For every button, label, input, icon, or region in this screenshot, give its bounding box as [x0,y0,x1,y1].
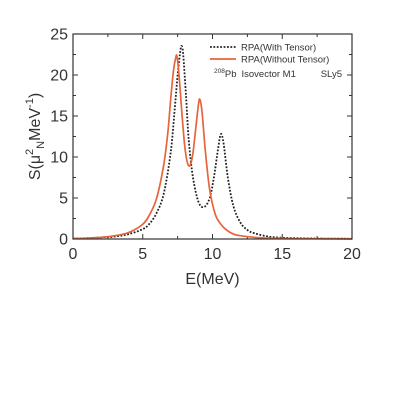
annotation-mass-number: 208 [214,68,225,75]
x-tick-label: 5 [138,246,147,263]
tick-labels: 0 5 10 15 20 0 5 10 15 20 25 [50,27,361,264]
y-axis-label-main: S(μ [27,155,44,180]
plot-frame [72,33,353,240]
y-axis-label: S(μ2NMeV-1) [24,93,47,180]
y-axis-label-tail-sup: -1 [24,98,36,108]
y-tick-label: 10 [50,150,68,167]
legend: RPA(With Tensor) RPA(Without Tensor) [210,43,329,66]
legend-label-without-tensor: RPA(Without Tensor) [241,55,329,66]
y-tick-label: 5 [59,191,68,208]
series-line-without-tensor [72,54,353,240]
x-tick-label: 10 [204,246,222,263]
y-tick-label: 15 [50,109,68,126]
y-axis-label-tail: MeV [27,108,44,141]
y-axis-label-sub: N [35,141,47,149]
series-group [72,45,353,240]
y-tick-label: 0 [59,232,68,249]
annotation-force: SLy5 [321,69,342,80]
annotation-mode: Isovector M1 [241,69,295,80]
x-axis-label: E(MeV) [185,271,239,288]
nucleus-annotation: 208Pb Isovector M1 [214,68,296,80]
y-axis-label-sup: 2 [24,149,36,155]
series-line-with-tensor [72,45,353,240]
legend-label-with-tensor: RPA(With Tensor) [241,43,316,54]
y-tick-label: 25 [50,27,68,44]
x-tick-label: 20 [343,246,361,263]
annotation-element: Pb [225,69,237,80]
y-tick-label: 20 [50,68,68,85]
x-tick-label: 15 [273,246,291,263]
y-axis-label-close: ) [27,93,44,98]
x-tick-label: 0 [69,246,78,263]
